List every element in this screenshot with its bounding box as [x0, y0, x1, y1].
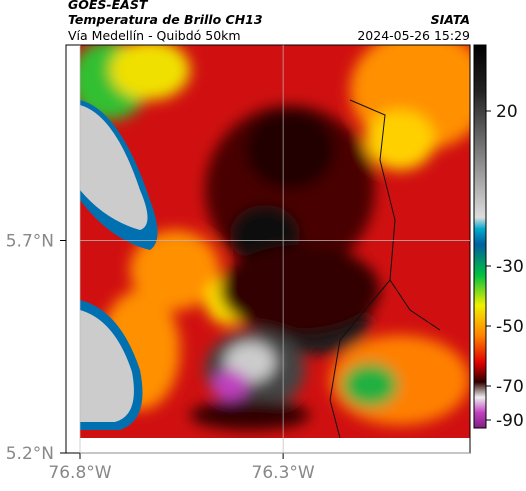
y-tick-label: 5.2°N — [6, 444, 54, 464]
subtitle: Vía Medellín - Quibdó 50km — [68, 28, 241, 43]
y-tick-label: 5.7°N — [6, 232, 54, 252]
datetime: 2024-05-26 15:29 — [357, 28, 470, 43]
satellite-image — [80, 45, 470, 438]
colorbar-label: -70 — [496, 377, 524, 397]
source: SIATA — [431, 12, 470, 27]
colorbar — [473, 44, 487, 429]
colorbar-label: -50 — [496, 317, 524, 337]
colorbar-label: -90 — [496, 411, 524, 431]
x-tick-label: 76.3°W — [252, 463, 315, 483]
title: Temperatura de Brillo CH13 — [68, 12, 263, 27]
satellite: GOES-EAST — [68, 0, 149, 12]
x-tick-label: 76.8°W — [48, 463, 111, 483]
colorbar-label: -30 — [496, 257, 524, 277]
colorbar-label: 20 — [496, 102, 518, 122]
